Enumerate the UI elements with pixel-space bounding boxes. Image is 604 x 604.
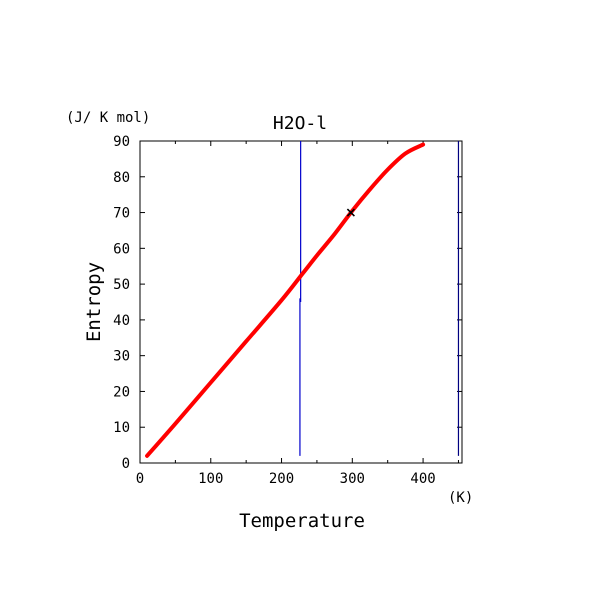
y-tick-label: 70 (113, 206, 130, 222)
x-axis-label: Temperature (239, 510, 365, 532)
x-tick-label: 400 (410, 471, 435, 487)
y-tick-label: 60 (113, 241, 130, 257)
y-tick-label: 30 (113, 349, 130, 365)
reference-marker (346, 208, 355, 217)
x-axis-ticks: 0 100 200 300 400 (136, 141, 459, 487)
vertical-lines (299, 141, 460, 456)
y-tick-label: 10 (113, 420, 130, 436)
x-tick-label: 100 (198, 471, 223, 487)
y-tick-label: 50 (113, 277, 130, 293)
data-series (145, 142, 426, 458)
marker-stroke (346, 208, 355, 217)
y-axis-label: Entropy (83, 262, 105, 342)
y-tick-label: 0 (122, 456, 130, 472)
y-tick-label: 20 (113, 384, 130, 400)
chart-title: H2O-l (273, 113, 327, 134)
y-tick-label: 90 (113, 134, 130, 150)
x-unit-label: (K) (448, 490, 473, 506)
y-tick-label: 40 (113, 313, 130, 329)
y-tick-label: 80 (113, 170, 130, 186)
y-axis-ticks: 0 10 20 30 40 50 60 70 80 90 (113, 134, 462, 472)
y-unit-label: (J/ K mol) (66, 110, 150, 126)
x-tick-label: 0 (136, 471, 144, 487)
x-tick-label: 300 (340, 471, 365, 487)
series-line (145, 142, 426, 458)
x-tick-label: 200 (269, 471, 294, 487)
